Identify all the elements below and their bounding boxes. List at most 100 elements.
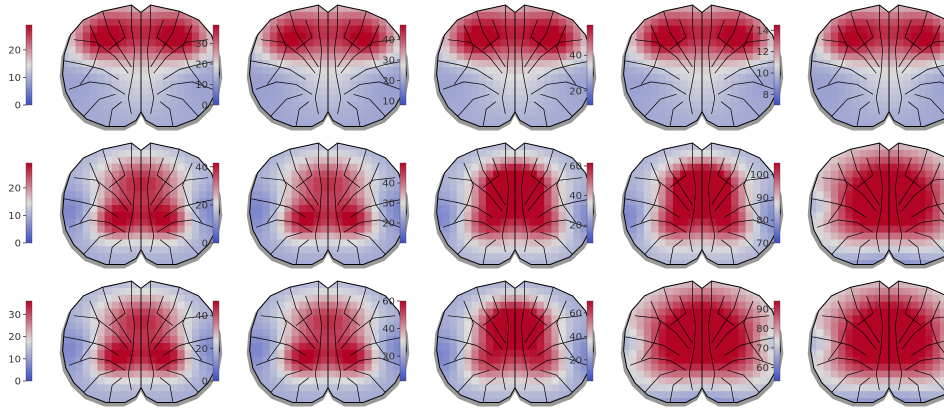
heatmap-cell (75, 329, 84, 337)
colorbar-tick-label: 0 (15, 101, 21, 112)
heatmap-cell (636, 143, 645, 151)
heatmap-cell (845, 80, 854, 89)
heatmap-cell (111, 225, 120, 234)
heatmap-cell (456, 25, 465, 34)
heatmap-cell (298, 80, 307, 89)
heatmap-cell (306, 281, 315, 289)
heatmap-cell (284, 177, 293, 185)
heatmap-cell (97, 156, 106, 165)
brain-outline (810, 142, 944, 265)
heatmap-cell (126, 294, 135, 303)
heatmap-cell (442, 11, 451, 20)
heatmap-cell (623, 25, 630, 34)
heatmap-cell (155, 301, 164, 310)
heatmap-cell (687, 184, 696, 192)
heatmap-cell (507, 53, 516, 61)
heatmap-cell (680, 32, 689, 41)
heatmap-cell (170, 287, 178, 296)
heatmap-cell (573, 5, 582, 13)
heatmap-cell (939, 239, 944, 247)
heatmap-cell (436, 18, 443, 27)
heatmap-cell (291, 377, 300, 385)
heatmap-cell (357, 73, 365, 82)
heatmap-cell (471, 39, 480, 47)
heatmap-cell (456, 53, 465, 61)
heatmap-cell (349, 246, 358, 254)
heatmap-cell (830, 143, 839, 151)
heatmap-cell (838, 39, 846, 47)
heatmap-cell (925, 211, 934, 220)
heatmap-cell (823, 177, 832, 185)
heatmap-cell (745, 163, 754, 172)
heatmap-cell (291, 163, 300, 172)
heatmap-cell (342, 377, 351, 385)
heatmap-cell (565, 232, 574, 241)
heatmap-cell (126, 370, 135, 379)
heatmap-cell (823, 191, 832, 199)
heatmap-cell (565, 53, 574, 61)
heatmap-cell (199, 281, 208, 289)
heatmap-cell (874, 225, 883, 234)
heatmap-cell (255, 211, 264, 220)
heatmap-cell (320, 239, 329, 247)
heatmap-cell (918, 39, 926, 47)
region-boundary (150, 11, 180, 68)
region-boundary (875, 5, 883, 115)
heatmap-cell (881, 198, 890, 206)
heatmap-cell (255, 87, 264, 96)
heatmap-cell (672, 198, 681, 206)
heatmap-cell (910, 11, 919, 20)
heatmap-cell (155, 163, 164, 172)
heatmap-cell (629, 67, 638, 75)
heatmap-cell (580, 149, 589, 158)
heatmap-cell (62, 11, 69, 20)
heatmap-cell (184, 377, 193, 385)
heatmap-cell (889, 87, 897, 96)
heatmap-cell (687, 39, 696, 47)
heatmap-cell (148, 53, 157, 61)
heatmap-cell (284, 384, 293, 392)
heatmap-cell (386, 46, 395, 54)
heatmap-cell (702, 218, 710, 227)
heatmap-cell (199, 315, 208, 323)
region-boundary (255, 81, 313, 95)
heatmap-cell (558, 101, 567, 109)
colorbar-tick-label: 90 (756, 193, 769, 204)
heatmap-cell (371, 177, 380, 185)
heatmap-cell (75, 163, 84, 172)
heatmap-cell (328, 363, 336, 372)
heatmap-cell (522, 253, 531, 261)
heatmap-cell (694, 232, 703, 241)
heatmap-cell (694, 198, 703, 206)
heatmap-cell (177, 384, 186, 392)
heatmap-cell (816, 67, 825, 75)
heatmap-cell (313, 39, 322, 47)
heatmap-cell (170, 232, 178, 241)
heatmap-cell (155, 391, 164, 399)
heatmap-cell (478, 5, 487, 13)
heatmap-cell (277, 163, 285, 172)
heatmap-cell (838, 73, 846, 82)
heatmap-cell (191, 315, 200, 323)
heatmap-cell (133, 177, 142, 185)
heatmap-cell (918, 211, 926, 220)
heatmap-cell (845, 211, 854, 220)
heatmap-cell (170, 253, 178, 261)
heatmap-cell (456, 191, 465, 199)
heatmap-cell (573, 143, 582, 151)
heatmap-cell (723, 80, 732, 89)
heatmap-cell (133, 301, 142, 310)
heatmap-cell (184, 18, 193, 27)
heatmap-cell (75, 191, 84, 199)
heatmap-cell (306, 336, 315, 344)
heatmap-cell (364, 253, 373, 261)
heatmap-cell (629, 53, 638, 61)
heatmap-cell (320, 73, 329, 82)
heatmap-cell (104, 94, 113, 103)
region-boundary (821, 177, 877, 212)
heatmap-cell (349, 170, 358, 179)
heatmap-cell (155, 211, 164, 220)
heatmap-cell (291, 184, 300, 192)
heatmap-cell (119, 101, 128, 109)
heatmap-cell (162, 260, 171, 265)
